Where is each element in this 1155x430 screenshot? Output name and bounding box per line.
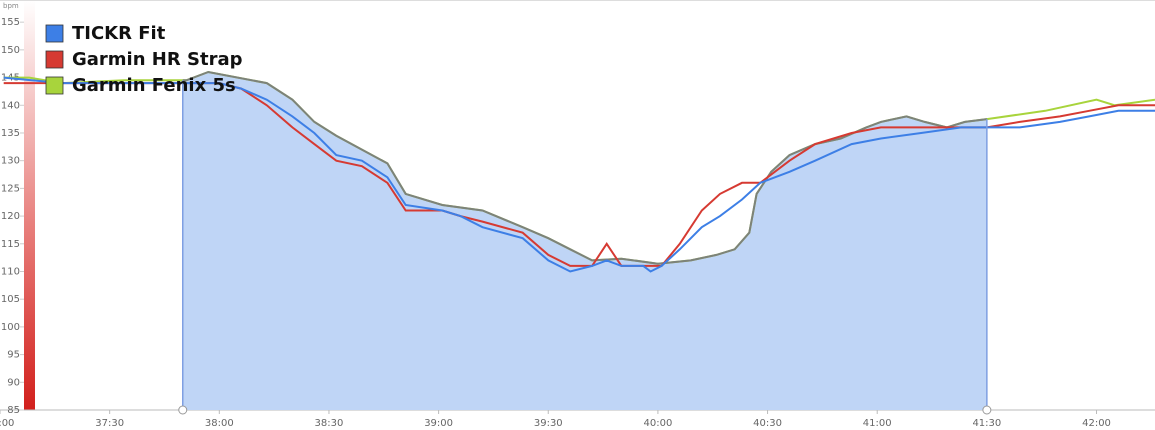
selection-handle[interactable]	[178, 405, 188, 415]
y-tick-label: 125	[1, 183, 20, 194]
y-tick-label: 155	[1, 17, 20, 28]
y-tick-label: 100	[1, 322, 20, 333]
zone-strip	[24, 0, 35, 410]
y-axis-label: bpm	[3, 2, 19, 10]
legend-swatch	[45, 24, 64, 43]
y-tick-label: 135	[1, 128, 20, 139]
x-tick-label: 40:30	[753, 418, 782, 429]
y-tick-label: 150	[1, 45, 20, 56]
x-tick-label: 38:00	[205, 418, 234, 429]
x-tick-label: 38:30	[315, 418, 344, 429]
x-tick-label: 37:00	[0, 418, 14, 429]
legend-label: TICKR Fit	[72, 23, 166, 44]
y-tick-label: 85	[7, 405, 20, 416]
y-tick-label: 120	[1, 211, 20, 222]
x-tick-label: 37:30	[95, 418, 124, 429]
series-line	[3, 82, 1155, 267]
y-tick-label: 110	[1, 266, 20, 277]
legend-label: Garmin Fenix 5s	[72, 75, 236, 96]
y-tick-label: 90	[7, 377, 20, 388]
x-tick-label: 42:00	[1082, 418, 1111, 429]
x-tick-label: 39:30	[534, 418, 563, 429]
x-tick-label: 41:00	[863, 418, 892, 429]
legend-swatch	[45, 76, 64, 95]
y-tick-label: 95	[7, 350, 20, 361]
y-tick-label: 140	[1, 100, 20, 111]
y-tick-label: 130	[1, 156, 20, 167]
legend-label: Garmin HR Strap	[72, 49, 243, 70]
selection-area	[182, 72, 987, 410]
x-tick-label: 41:30	[972, 418, 1001, 429]
x-tick-label: 40:00	[643, 418, 672, 429]
x-tick-label: 39:00	[424, 418, 453, 429]
series-line	[3, 76, 1155, 273]
selection-handle[interactable]	[982, 405, 992, 415]
y-tick-label: 115	[1, 239, 20, 250]
selection-line	[182, 70, 987, 265]
legend-swatch	[45, 50, 64, 69]
y-tick-label: 105	[1, 294, 20, 305]
